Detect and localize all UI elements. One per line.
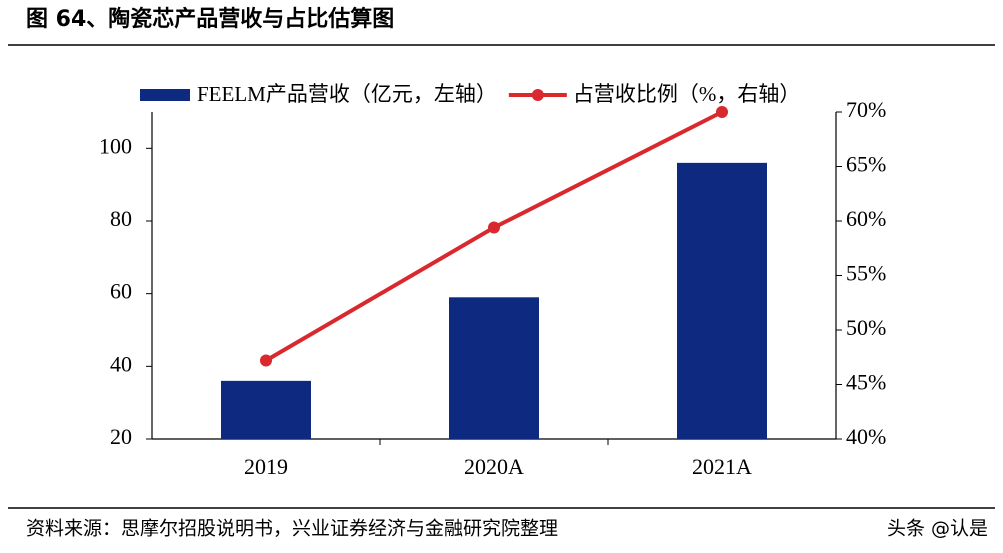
legend-label: FEELM产品营收（亿元，左轴） xyxy=(197,82,497,106)
watermark: 头条 @认是 xyxy=(887,518,988,540)
chart-title: 图 64、陶瓷芯产品营收与占比估算图 xyxy=(26,6,394,32)
line-point xyxy=(716,106,728,118)
bar xyxy=(221,380,311,439)
y-tick-label: 40 xyxy=(110,351,132,376)
source-note: 资料来源：思摩尔招股说明书，兴业证券经济与金融研究院整理 xyxy=(26,518,558,540)
legend-swatch xyxy=(531,89,544,101)
y2-tick-label: 60% xyxy=(846,206,886,231)
line-point xyxy=(260,354,272,367)
x-tick-label: 2020A xyxy=(464,454,524,479)
x-tick-label: 2019 xyxy=(244,454,288,479)
y-tick-label: 80 xyxy=(110,206,132,231)
legend-swatch xyxy=(140,89,190,101)
y-tick-label: 60 xyxy=(110,279,132,304)
y2-tick-label: 65% xyxy=(846,152,886,177)
bar xyxy=(677,162,767,439)
y2-tick-label: 45% xyxy=(846,370,886,395)
line-point xyxy=(488,221,500,234)
y2-tick-label: 50% xyxy=(846,315,886,340)
bar xyxy=(449,297,539,439)
legend-label: 占营收比例（%，右轴） xyxy=(573,82,801,106)
y-tick-label: 20 xyxy=(110,424,132,449)
y2-tick-label: 70% xyxy=(846,97,886,122)
y-tick-label: 100 xyxy=(99,133,132,158)
y2-tick-label: 55% xyxy=(846,261,886,286)
y2-tick-label: 40% xyxy=(846,424,886,449)
x-tick-label: 2021A xyxy=(692,454,752,479)
